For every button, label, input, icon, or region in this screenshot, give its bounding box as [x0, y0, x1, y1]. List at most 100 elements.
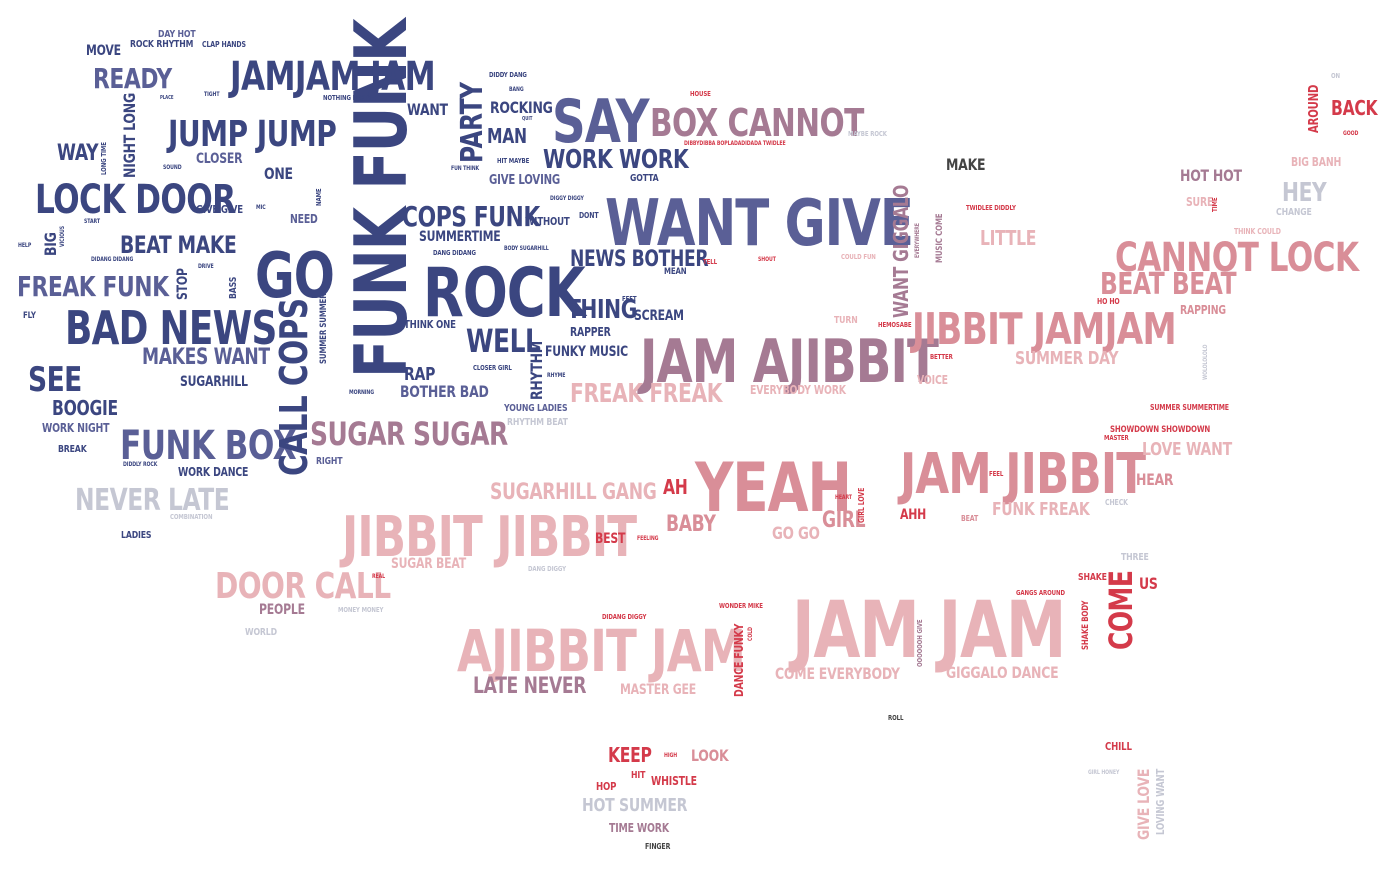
word-rapper: RAPPER	[570, 325, 611, 339]
word-people: PEOPLE	[259, 602, 305, 618]
word-think-could: THINK COULD	[1234, 227, 1281, 236]
word-jam-jibbit: JAM JIBBIT	[900, 442, 1146, 507]
word-beat: BEAT	[961, 514, 979, 523]
word-bad-news: BAD NEWS	[65, 301, 277, 355]
word-shake-body: SHAKE BODY	[1081, 600, 1091, 650]
word-ready: READY	[93, 62, 172, 95]
word-dont: DONT	[579, 211, 599, 220]
word-closer: CLOSER	[196, 151, 243, 167]
word-voice: VOICE	[917, 373, 948, 387]
word-summer-summertime: SUMMER SUMMERTIME	[1150, 403, 1229, 412]
word-ajibbit-jam: AJIBBIT JAM	[457, 617, 746, 685]
word-look: LOOK	[691, 746, 729, 765]
word-drive: DRIVE	[198, 263, 214, 270]
word-come: COME	[1102, 570, 1140, 650]
word-jam-jam: JAM JAM	[792, 586, 1066, 676]
word-sugarhill: SUGARHILL	[180, 374, 248, 390]
word-hit-maybe: HIT MAYBE	[497, 157, 530, 165]
word-big-banh: BIG BANH	[1291, 155, 1342, 169]
word-hot-summer: HOT SUMMER	[582, 795, 688, 816]
word-want-give: WANT GIVE	[605, 187, 914, 261]
word-time: TIME	[1211, 197, 1219, 212]
word-dang-didang: DANG DIDANG	[433, 249, 476, 257]
word-come-everybody: COME EVERYBODY	[775, 664, 900, 683]
word-ho-ho: HO HO	[1097, 297, 1120, 306]
word-give-love: GIVE LOVE	[1134, 768, 1153, 840]
word-clap-hands: CLAP HANDS	[202, 40, 246, 49]
word-heart: HEART	[835, 494, 852, 501]
word-giggalo-dance: GIGGALO DANCE	[946, 663, 1059, 682]
word-fun-think: FUN THINK	[451, 165, 480, 172]
word-man: MAN	[487, 124, 527, 148]
word-need: NEED	[290, 212, 318, 226]
word-around: AROUND	[1307, 84, 1322, 133]
word-work-night: WORK NIGHT	[42, 421, 110, 435]
word-house: HOUSE	[690, 90, 711, 98]
word-makes-want: MAKES WANT	[142, 345, 270, 370]
word-rhythm-beat: RHYTHM BEAT	[507, 417, 568, 428]
word-ahh: AHH	[900, 507, 927, 523]
word-bass: BASS	[228, 276, 239, 299]
word-big: BIG	[41, 232, 60, 256]
word-door-call: DOOR CALL	[215, 566, 391, 607]
word-rocking: ROCKING	[490, 98, 553, 117]
word-beat-beat: BEAT BEAT	[1100, 267, 1237, 302]
word-summer-summer: SUMMER SUMMER	[319, 293, 329, 364]
word-combination: COMBINATION	[170, 513, 213, 521]
word-scream: SCREAM	[634, 308, 684, 324]
word-morning: MORNING	[349, 389, 375, 396]
word-finger: FINGER	[645, 842, 671, 851]
word-rapping: RAPPING	[1180, 303, 1226, 317]
word-one: ONE	[264, 164, 293, 183]
word-say: SAY	[552, 87, 649, 157]
word-summer-day: SUMMER DAY	[1015, 348, 1119, 369]
word-cold: COLD	[747, 627, 754, 641]
word-day-hot: DAY HOT	[158, 29, 196, 40]
word-feeling: FEELING	[637, 535, 659, 542]
word-rhythm: RHYTHM	[527, 341, 546, 400]
word-tell: TELL	[703, 258, 717, 266]
word-dang-diggy: DANG DIGGY	[528, 565, 566, 573]
word-summertime: SUMMERTIME	[419, 229, 501, 245]
word-want-giggalo: WANT GIGGALO	[889, 185, 913, 318]
word-freak-funk: FREAK FUNK	[17, 270, 169, 303]
word-fly: FLY	[23, 311, 36, 321]
word-boogie: BOOGIE	[52, 396, 118, 420]
word-night-long: NIGHT LONG	[120, 93, 139, 178]
word-call-cops: CALL COPS	[272, 298, 316, 476]
word-help: HELP	[18, 242, 32, 249]
word-rap: RAP	[404, 364, 436, 385]
word-rock: ROCK	[423, 254, 586, 333]
word-mean: MEAN	[664, 267, 687, 277]
word-best: BEST	[595, 531, 626, 547]
word-rhyme: RHYME	[547, 372, 566, 379]
word-feel: FEEL	[989, 470, 1004, 478]
word-change: CHANGE	[1276, 207, 1312, 218]
word-news-bother: NEWS BOTHER	[570, 247, 709, 272]
word-body-sugarhill: BODY SUGARHILL	[504, 245, 549, 252]
word-hey: HEY	[1282, 178, 1327, 208]
word-lock-door: LOCK DOOR	[35, 177, 236, 223]
word-could-fun: COULD FUN	[841, 253, 876, 261]
word-girl-love: GIRL LOVE	[857, 487, 866, 523]
word-check: CHECK	[1105, 498, 1128, 507]
word-vicious: VICIOUS	[59, 225, 66, 247]
word-everybody-work: EVERYBODY WORK	[750, 383, 846, 397]
word-ooooooh-give: OOOOOOH GIVE	[916, 619, 924, 667]
word-bother-bad: BOTHER BAD	[400, 382, 489, 401]
word-showdown-showdown: SHOWDOWN SHOWDOWN	[1110, 425, 1211, 435]
word-closer-girl: CLOSER GIRL	[473, 364, 512, 372]
word-jibbit-jamjam: JIBBIT JAMJAM	[912, 304, 1177, 355]
word-wonder-mike: WONDER MIKE	[719, 602, 763, 610]
word-thing: THING	[567, 295, 637, 325]
word-time-work: TIME WORK	[609, 821, 669, 835]
word-well: WELL	[466, 322, 541, 360]
word-work-dance: WORK DANCE	[178, 465, 249, 479]
word-think-one: THINK ONE	[404, 318, 456, 331]
word-start: START	[84, 218, 100, 225]
word-girl: GIRL	[822, 508, 866, 533]
word-back: BACK	[1331, 96, 1378, 120]
word-hop: HOP	[596, 780, 617, 793]
word-real: REAL	[372, 573, 386, 580]
word-little: LITTLE	[980, 226, 1037, 250]
